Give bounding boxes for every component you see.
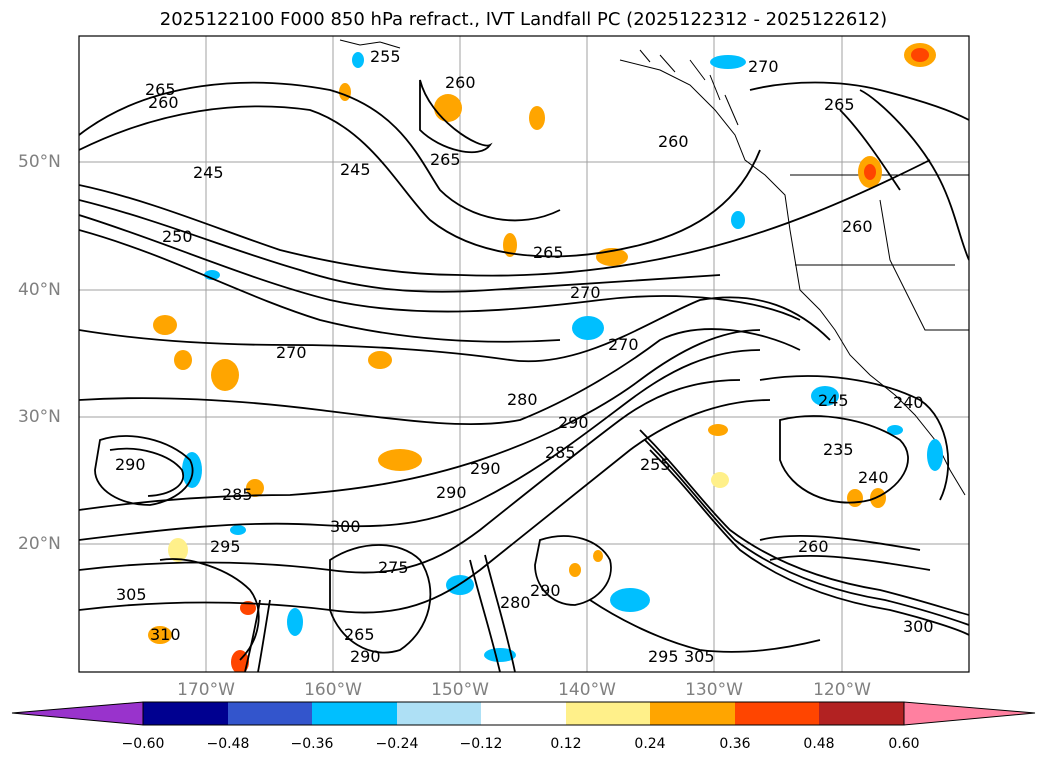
contour-lines: [79, 79, 969, 672]
contour-label: 265: [430, 150, 461, 169]
lat-label: 30°N: [18, 407, 61, 427]
gridlines: [79, 36, 969, 672]
contour-label: 260: [148, 93, 179, 112]
colorbar-tick: −0.12: [459, 736, 503, 752]
lat-label: 20°N: [18, 534, 61, 554]
colorbar-segment: [566, 702, 650, 725]
colorbar-segment: [143, 702, 228, 725]
contour-label: 255: [640, 455, 671, 474]
contour-label: 265: [533, 243, 564, 262]
contour-label: 260: [658, 132, 689, 151]
contour-label: 290: [558, 413, 589, 432]
contour-label: 290: [470, 459, 501, 478]
contour-label: 260: [842, 217, 873, 236]
contour-label: 290: [115, 455, 146, 474]
colorbar-tick: −0.24: [375, 736, 419, 752]
colorbar-segment: [819, 702, 904, 725]
colorbar-tick: −0.60: [121, 736, 165, 752]
lon-label: 160°W: [304, 680, 362, 700]
contour-label: 300: [903, 617, 934, 636]
contour-label: 235: [823, 440, 854, 459]
contour-label: 270: [276, 343, 307, 362]
colorbar-segment: [481, 702, 566, 725]
contour-label: 250: [162, 227, 193, 246]
colorbar-tick: 0.48: [803, 736, 835, 752]
colorbar-segment: [397, 702, 481, 725]
lon-label: 120°W: [813, 680, 871, 700]
contour-label: 240: [893, 393, 924, 412]
contour-label: 270: [748, 57, 779, 76]
coastlines: [339, 39, 969, 496]
contour-label-group: 265 260 255 245 265 260 270 265 260 245 …: [115, 47, 934, 666]
contour-label: 305: [116, 585, 147, 604]
lon-label: 130°W: [685, 680, 743, 700]
contour-label: 285: [545, 443, 576, 462]
contour-label: 290: [436, 483, 467, 502]
contour-label: 255: [370, 47, 401, 66]
contour-label: 260: [445, 73, 476, 92]
colorbar-tick: −0.36: [290, 736, 334, 752]
contour-label: 290: [530, 581, 561, 600]
colorbar-tick: 0.60: [888, 736, 920, 752]
colorbar-segment: [228, 702, 312, 725]
colorbar-tick: 0.24: [634, 736, 666, 752]
colorbar-segment: [735, 702, 819, 725]
contour-label: 295: [210, 537, 241, 556]
contour-label: 260: [798, 537, 829, 556]
contour-label: 305: [684, 647, 715, 666]
colorbar-min-arrow: [11, 701, 144, 726]
lon-label: 170°W: [177, 680, 235, 700]
contour-label: 265: [824, 95, 855, 114]
lat-label: 50°N: [18, 152, 61, 172]
lon-label: 140°W: [558, 680, 616, 700]
anomaly-shading: [148, 43, 943, 672]
contour-label: 245: [818, 391, 849, 410]
colorbar-tick: −0.48: [206, 736, 250, 752]
map-title: 2025122100 F000 850 hPa refract., IVT La…: [159, 9, 888, 30]
contour-label: 240: [858, 468, 889, 487]
colorbar-segment: [650, 702, 735, 725]
contour-label: 245: [340, 160, 371, 179]
contour-label: 290: [350, 647, 381, 666]
map-frame: [78, 35, 970, 673]
colorbar-segment: [312, 702, 397, 725]
contour-label: 245: [193, 163, 224, 182]
contour-label: 280: [500, 593, 531, 612]
contour-label: 280: [507, 390, 538, 409]
contour-label: 265: [145, 80, 176, 99]
lat-label: 40°N: [18, 280, 61, 300]
colorbar-max-arrow: [903, 701, 1036, 726]
contour-label: 310: [150, 625, 181, 644]
colorbar: [11, 701, 1036, 726]
contour-label: 275: [378, 558, 409, 577]
contour-label: 265: [344, 625, 375, 644]
contour-label: 270: [608, 335, 639, 354]
lon-label: 150°W: [431, 680, 489, 700]
contour-label: 295: [648, 647, 679, 666]
contour-label: 300: [330, 517, 361, 536]
colorbar-tick: 0.12: [550, 736, 582, 752]
contour-label: 285: [222, 485, 253, 504]
contour-label: 270: [570, 283, 601, 302]
colorbar-tick: 0.36: [719, 736, 751, 752]
